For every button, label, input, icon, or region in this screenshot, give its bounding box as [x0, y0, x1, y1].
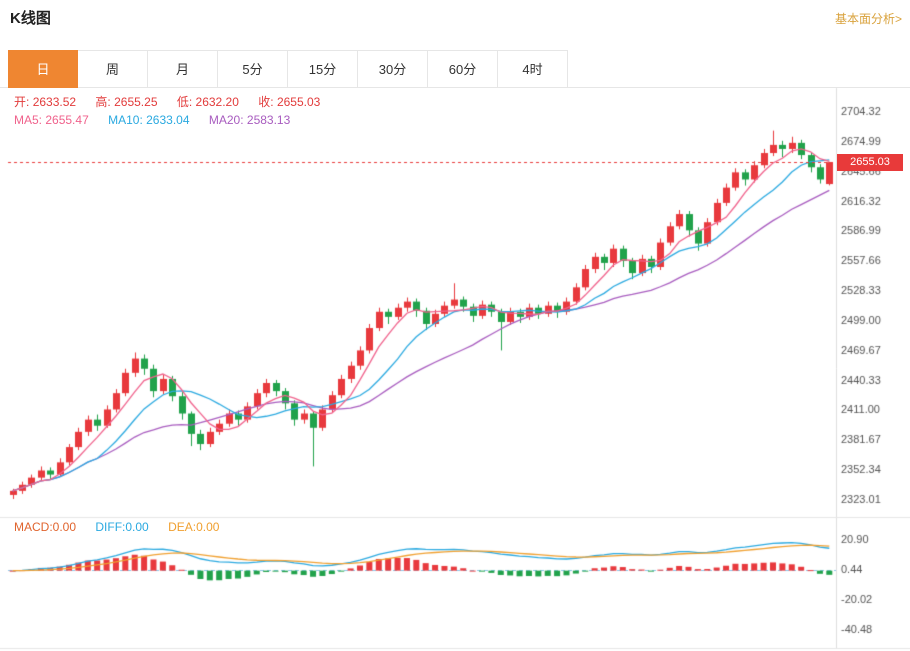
ohlc-close-value: 2655.03 — [276, 95, 321, 109]
macd-info-row: MACD:0.00 DIFF:0.00 DEA:0.00 — [14, 520, 235, 534]
ohlc-high: 高: 2655.25 — [95, 95, 157, 109]
diff-number: 0.00 — [125, 520, 149, 534]
ma5-number: 2655.47 — [45, 113, 89, 127]
ohlc-low: 低: 2632.20 — [177, 95, 239, 109]
ohlc-info-row: 开: 2633.52 高: 2655.25 低: 2632.20 收: 2655… — [14, 93, 336, 110]
ohlc-high-value: 2655.25 — [114, 95, 158, 109]
ma10-number: 2633.04 — [146, 113, 190, 127]
dea-number: 0.00 — [196, 520, 220, 534]
current-price-tag: 2655.03 — [837, 153, 903, 171]
diff-value: DIFF:0.00 — [95, 520, 148, 534]
macd-number: 0.00 — [52, 520, 77, 534]
ma10-value: MA10: 2633.04 — [108, 113, 189, 127]
ma5-label: MA5: — [14, 113, 43, 127]
ohlc-open-value: 2633.52 — [32, 95, 77, 109]
dea-label: DEA: — [168, 520, 197, 534]
dea-value: DEA:0.00 — [168, 520, 219, 534]
ohlc-open-label: 开: — [14, 95, 30, 109]
ohlc-close-label: 收: — [258, 95, 274, 109]
ohlc-high-label: 高: — [95, 95, 111, 109]
macd-value: MACD:0.00 — [14, 520, 76, 534]
ma5-value: MA5: 2655.47 — [14, 113, 89, 127]
diff-label: DIFF: — [95, 520, 126, 534]
ma20-label: MA20: — [208, 113, 244, 127]
ma10-label: MA10: — [108, 113, 143, 127]
ohlc-close: 收: 2655.03 — [258, 95, 320, 109]
ohlc-open: 开: 2633.52 — [14, 95, 76, 109]
ohlc-low-label: 低: — [176, 95, 193, 109]
ohlc-low-value: 2632.20 — [195, 95, 239, 109]
ma-info-row: MA5: 2655.47 MA10: 2633.04 MA20: 2583.13 — [14, 113, 306, 127]
ma20-number: 2583.13 — [246, 113, 291, 127]
ma20-value: MA20: 2583.13 — [209, 113, 290, 127]
macd-label: MACD: — [14, 520, 53, 534]
